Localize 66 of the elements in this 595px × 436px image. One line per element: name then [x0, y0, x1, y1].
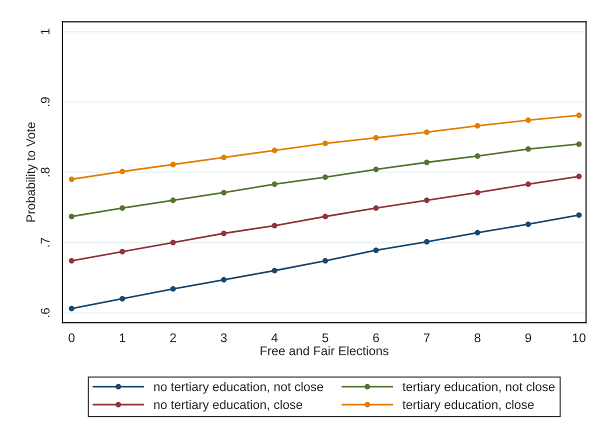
point: [221, 230, 227, 236]
point: [170, 240, 176, 246]
point: [272, 268, 278, 274]
legend-label: tertiary education, close: [402, 400, 534, 412]
point: [120, 205, 126, 211]
point: [474, 190, 480, 196]
point: [424, 198, 430, 204]
point: [576, 141, 582, 147]
point: [68, 176, 74, 182]
point: [68, 214, 74, 220]
point: [322, 258, 328, 264]
x-tick-label: 4: [271, 334, 278, 342]
y-tick-label: 1: [40, 28, 50, 34]
point: [170, 286, 176, 292]
point: [120, 248, 126, 254]
x-tick-label: 2: [170, 333, 176, 342]
point: [221, 154, 227, 160]
point: [525, 221, 532, 228]
y-axis-title: Probability to Vote: [26, 122, 38, 222]
point: [424, 160, 430, 166]
x-tick-label: 3: [220, 333, 227, 342]
point: [373, 166, 379, 172]
x-tick-label: 8: [474, 333, 480, 342]
point: [322, 214, 328, 220]
point: [322, 174, 328, 180]
point: [373, 247, 379, 254]
point: [170, 198, 176, 204]
x-tick-label: 1: [120, 334, 126, 342]
point: [424, 129, 430, 135]
point: [525, 146, 532, 152]
x-tick-label: 0: [68, 333, 75, 342]
x-tick-label: 6: [373, 333, 379, 342]
x-tick-label: 9: [525, 333, 532, 342]
x-tick-label: 10: [572, 333, 586, 342]
y-tick-label: .9: [40, 97, 50, 106]
x-tick-label: 7: [424, 334, 430, 342]
point: [373, 135, 379, 141]
legend-label: tertiary education, not close: [402, 382, 555, 394]
point: [474, 123, 480, 129]
point: [221, 190, 227, 196]
point: [322, 140, 328, 146]
point: [272, 148, 278, 154]
legend-label: no tertiary education, close: [154, 400, 302, 412]
point: [68, 258, 74, 264]
point: [221, 276, 227, 283]
point: [576, 212, 582, 218]
x-axis-title: Free and Fair Elections: [260, 346, 388, 356]
legend-label: no tertiary education, not close: [154, 382, 324, 394]
point: [120, 296, 126, 302]
point: [424, 239, 430, 245]
point: [525, 181, 532, 187]
point: [576, 112, 582, 118]
y-tick-label: .7: [40, 238, 50, 247]
point: [170, 162, 176, 168]
point: [576, 174, 582, 180]
point: [272, 222, 278, 228]
point: [525, 117, 532, 123]
x-tick-label: 5: [322, 334, 328, 342]
point: [120, 168, 126, 174]
point: [272, 181, 278, 187]
point: [474, 153, 480, 159]
y-tick-label: .8: [40, 168, 50, 176]
point: [68, 306, 74, 312]
y-tick-label: .6: [40, 308, 50, 317]
point: [373, 205, 379, 211]
point: [474, 230, 480, 236]
